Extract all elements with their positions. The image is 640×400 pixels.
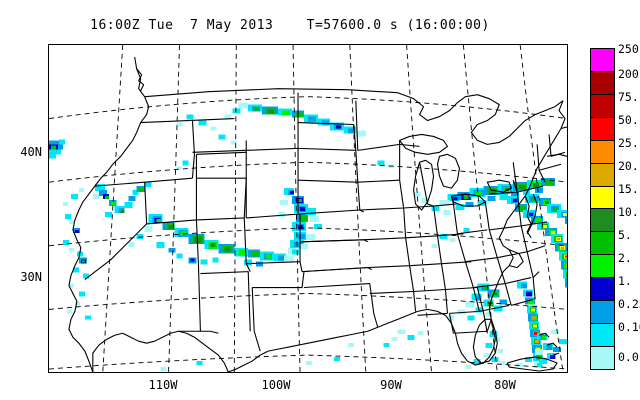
colorbar-band-10 [591,208,614,232]
graticule [49,45,567,372]
colorbar-band-50 [591,116,614,140]
precip-mid-atlantic [507,196,567,288]
colorbar-tick-2: 2. [618,251,632,265]
colorbar-tick-20: 20. [618,159,639,173]
precip-norcal-cluster [49,139,65,155]
colorbar-band-20 [591,162,614,186]
colorbar-band-010 [591,323,614,346]
colorbar-tick-25: 25. [618,136,639,150]
map-canvas [49,45,567,372]
colorbar-band-2 [591,254,614,278]
precip-sierra-nevada [92,182,152,217]
axis-label-lat-40n: 40N [20,145,42,159]
map-plot-area [48,44,568,373]
colorbar-band-1 [591,277,614,301]
colorbar-band-250 [591,49,614,71]
colorbar [590,48,615,370]
colorbar-tick-75: 75. [618,90,639,104]
colorbar-tick-250: 250. [618,42,640,56]
precip-great-basin [128,213,287,267]
precip-caribbean [517,329,567,368]
colorbar-band-5 [591,231,614,255]
colorbar-tick-50: 50. [618,113,639,127]
axis-label-lon-90w: 90W [380,378,402,392]
figure-title: 16:00Z Tue 7 May 2013 T=57600.0 s (16:00… [90,18,490,33]
precip-great-lakes-flecks [160,160,470,372]
precip-northern-rockies [224,102,366,137]
colorbar-tick-1: 1. [618,274,632,288]
precip-chesapeake [525,194,567,224]
axis-label-lon-80w: 80W [494,378,516,392]
colorbar-tick-5: 5. [618,228,632,242]
map-borders [68,56,567,372]
precip-montana-scattered [176,114,237,145]
colorbar-tick-15: 15. [618,182,639,196]
axis-label-lon-100w: 100W [261,378,291,392]
colorbar-band-001 [591,345,614,369]
precip-gulf-coast [383,329,424,348]
precipitation-field [49,102,567,372]
colorbar-band-025 [591,300,614,324]
axis-label-lat-30n: 30N [20,270,42,284]
colorbar-band-200 [591,70,614,94]
colorbar-tick-200: 200. [618,67,640,81]
precip-pacific-northwest [49,140,189,171]
colorbar-tick-025: 0.25 [618,297,640,311]
colorbar-band-15 [591,185,614,209]
colorbar-tick-10: 10. [618,205,639,219]
axis-label-lon-110w: 110W [148,378,178,392]
colorbar-band-75 [591,93,614,117]
colorbar-band-25 [591,139,614,163]
colorbar-tick-010: 0.10 [618,320,640,334]
colorbar-tick-001: 0.01 [618,350,640,364]
